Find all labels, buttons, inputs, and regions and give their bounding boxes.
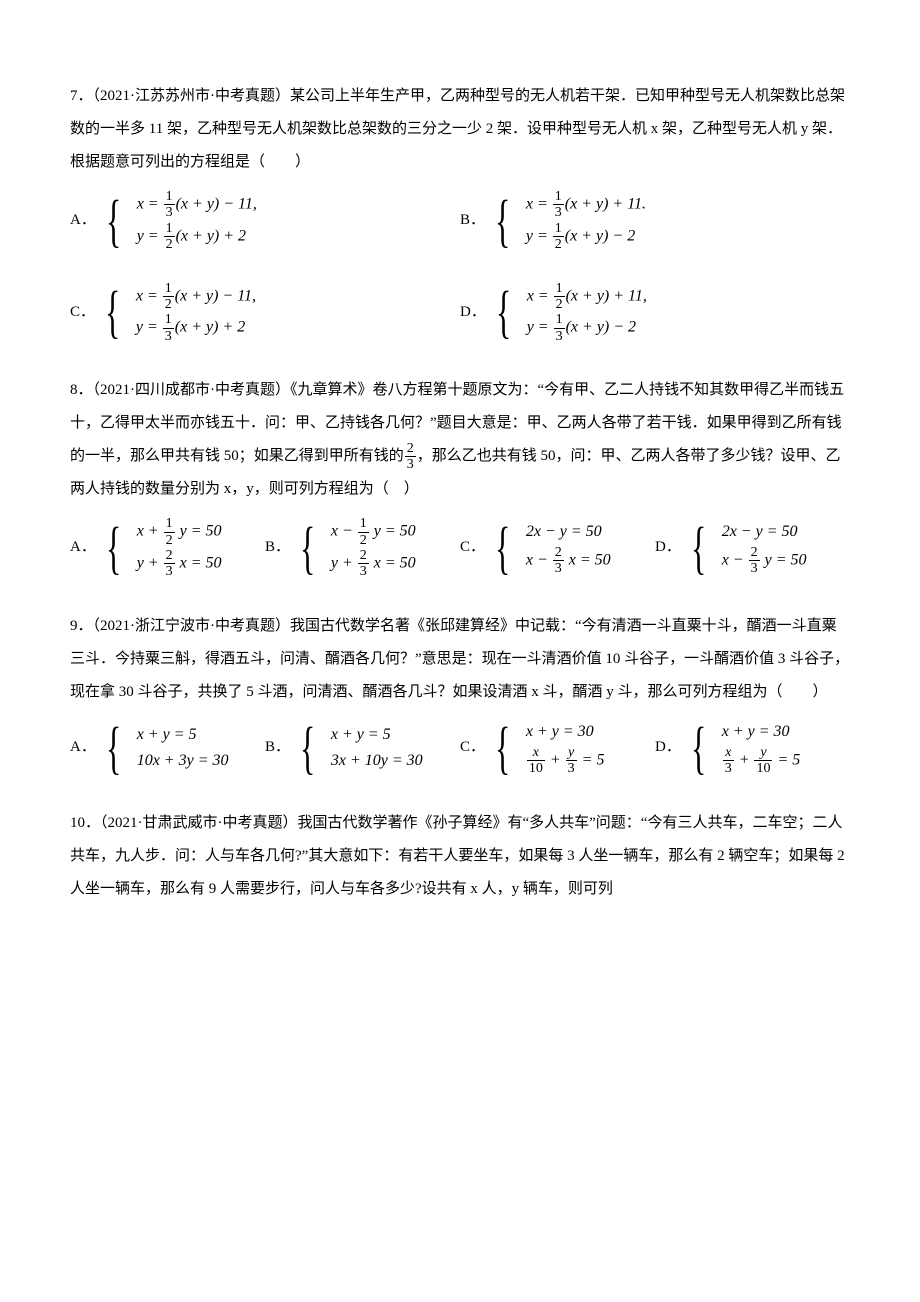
left-brace-icon: { — [106, 719, 121, 777]
option-label: B． — [265, 731, 290, 764]
equation-system: { x + y = 30 x3 + y10 = 5 — [691, 719, 800, 777]
q8-options: A． { x + 12 y = 50 y + 23 x = 50 B． { x … — [70, 516, 850, 588]
left-brace-icon: { — [300, 519, 315, 577]
option-label: C． — [70, 296, 95, 329]
q8-option-d: D． { 2x − y = 50 x − 23 y = 50 — [655, 516, 850, 580]
option-label: C． — [460, 731, 485, 764]
option-label: A． — [70, 531, 96, 564]
q8-option-c: C． { 2x − y = 50 x − 23 x = 50 — [460, 516, 655, 580]
equation-system: { x + y = 30 x10 + y3 = 5 — [495, 719, 604, 777]
q9-option-d: D． { x + y = 30 x3 + y10 = 5 — [655, 719, 850, 777]
q8-stem: 8．（2021·四川成都市·中考真题）《九章算术》卷八方程第十题原文为：“今有甲… — [70, 374, 850, 506]
q7-option-c: C． { x = 12(x + y) − 11, y = 13(x + y) +… — [70, 281, 460, 345]
question-8: 8．（2021·四川成都市·中考真题）《九章算术》卷八方程第十题原文为：“今有甲… — [70, 374, 850, 588]
option-label: D． — [655, 531, 681, 564]
left-brace-icon: { — [106, 192, 121, 250]
option-label: B． — [265, 531, 290, 564]
question-9: 9．（2021·浙江宁波市·中考真题）我国古代数学名著《张邱建算经》中记载：“今… — [70, 610, 850, 785]
q7-option-d: D． { x = 12(x + y) + 11, y = 13(x + y) −… — [460, 281, 850, 345]
option-label: B． — [460, 204, 485, 237]
left-brace-icon: { — [691, 519, 706, 577]
q10-stem: 10．（2021·甘肃武威市·中考真题）我国古代数学著作《孙子算经》有“多人共车… — [70, 807, 850, 906]
q8-option-b: B． { x − 12 y = 50 y + 23 x = 50 — [265, 516, 460, 580]
equation-system: { x = 12(x + y) + 11, y = 13(x + y) − 2 — [496, 281, 647, 345]
left-brace-icon: { — [106, 519, 121, 577]
q9-option-b: B． { x + y = 5 3x + 10y = 30 — [265, 719, 460, 777]
left-brace-icon: { — [495, 519, 510, 577]
option-label: A． — [70, 731, 96, 764]
q9-option-c: C． { x + y = 30 x10 + y3 = 5 — [460, 719, 655, 777]
equation-system: { x = 13(x + y) − 11, y = 12(x + y) + 2 — [106, 189, 257, 253]
equation-system: { x + y = 5 3x + 10y = 30 — [300, 719, 423, 777]
q9-stem: 9．（2021·浙江宁波市·中考真题）我国古代数学名著《张邱建算经》中记载：“今… — [70, 610, 850, 709]
q9-option-a: A． { x + y = 5 10x + 3y = 30 — [70, 719, 265, 777]
q7-options-row1: A． { x = 13(x + y) − 11, y = 12(x + y) +… — [70, 189, 850, 261]
equation-system: { x − 12 y = 50 y + 23 x = 50 — [300, 516, 416, 580]
option-label: C． — [460, 531, 485, 564]
left-brace-icon: { — [495, 192, 510, 250]
q7-stem: 7．（2021·江苏苏州市·中考真题）某公司上半年生产甲，乙两种型号的无人机若干… — [70, 80, 850, 179]
option-label: A． — [70, 204, 96, 237]
equation-system: { x + 12 y = 50 y + 23 x = 50 — [106, 516, 222, 580]
q7-option-a: A． { x = 13(x + y) − 11, y = 12(x + y) +… — [70, 189, 460, 253]
option-label: D． — [460, 296, 486, 329]
left-brace-icon: { — [496, 283, 511, 341]
q7-option-b: B． { x = 13(x + y) + 11. y = 12(x + y) −… — [460, 189, 850, 253]
equation-system: { 2x − y = 50 x − 23 y = 50 — [691, 519, 807, 577]
option-label: D． — [655, 731, 681, 764]
left-brace-icon: { — [495, 719, 510, 777]
q9-options: A． { x + y = 5 10x + 3y = 30 B． { x + y … — [70, 719, 850, 785]
equation-system: { x = 12(x + y) − 11, y = 13(x + y) + 2 — [105, 281, 256, 345]
left-brace-icon: { — [300, 719, 315, 777]
q8-option-a: A． { x + 12 y = 50 y + 23 x = 50 — [70, 516, 265, 580]
q7-options-row2: C． { x = 12(x + y) − 11, y = 13(x + y) +… — [70, 281, 850, 353]
equation-system: { x + y = 5 10x + 3y = 30 — [106, 719, 229, 777]
left-brace-icon: { — [105, 283, 120, 341]
equation-system: { x = 13(x + y) + 11. y = 12(x + y) − 2 — [495, 189, 646, 253]
equation-system: { 2x − y = 50 x − 23 x = 50 — [495, 519, 611, 577]
question-7: 7．（2021·江苏苏州市·中考真题）某公司上半年生产甲，乙两种型号的无人机若干… — [70, 80, 850, 352]
question-10: 10．（2021·甘肃武威市·中考真题）我国古代数学著作《孙子算经》有“多人共车… — [70, 807, 850, 906]
left-brace-icon: { — [691, 719, 706, 777]
